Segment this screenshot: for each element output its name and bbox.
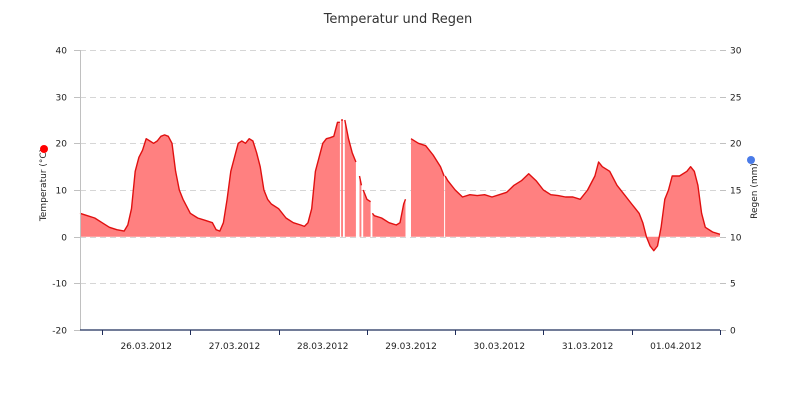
y-right-tick-label: 5	[730, 280, 736, 290]
y-right-tick-label: 0	[730, 327, 736, 337]
y-left-tick-label: -10	[52, 280, 67, 290]
temperature-area-fill	[341, 120, 343, 237]
y-left-tick-label: 10	[56, 187, 68, 197]
right-ticks: 0 5 10 15 20 25 30	[720, 47, 742, 337]
y-right-tick-label: 20	[730, 140, 742, 150]
axes-layer	[80, 50, 720, 331]
temperature-line	[362, 189, 371, 203]
y-right-tick-label: 25	[730, 94, 741, 104]
area-layer	[79, 119, 721, 252]
y-left-tick-label: 0	[61, 234, 67, 244]
x-tick-label: 30.03.2012	[474, 342, 526, 352]
x-tick-label: 26.03.2012	[120, 342, 172, 352]
temperature-area-fill	[372, 199, 406, 237]
x-ticks: 26.03.2012 27.03.2012 28.03.2012 29.03.2012…	[102, 330, 721, 352]
temperature-legend-marker	[40, 145, 48, 153]
x-tick-label: 31.03.2012	[562, 342, 614, 352]
temperature-area-fill	[344, 120, 356, 237]
y-right-label-group: Regen (mm)	[750, 163, 760, 219]
temperature-line	[79, 121, 340, 232]
temperature-area-fill	[80, 122, 340, 237]
y-right-tick-label: 30	[730, 47, 742, 57]
temperature-line	[410, 138, 445, 177]
y-left-axis-label: Temperatur (°C)	[39, 149, 49, 222]
y-left-tick-label: 40	[56, 47, 68, 57]
y-right-axis-label: Regen (mm)	[750, 163, 760, 219]
temperature-area-fill	[445, 162, 720, 251]
temperature-area-fill	[363, 190, 371, 237]
y-left-tick-label: 20	[56, 140, 68, 150]
y-left-tick-label: -20	[52, 327, 67, 337]
x-tick-label: 29.03.2012	[385, 342, 437, 352]
temperature-area-fill	[359, 176, 362, 237]
rain-legend-marker	[747, 156, 755, 164]
x-tick-label: 01.04.2012	[650, 342, 702, 352]
y-left-label-group: Temperatur (°C)	[39, 149, 49, 222]
temperature-line	[344, 119, 357, 163]
temperature-line	[371, 199, 407, 226]
chart-title: Temperatur und Regen	[323, 12, 473, 27]
y-right-tick-label: 10	[730, 234, 742, 244]
y-right-tick-label: 15	[730, 187, 741, 197]
x-tick-label: 28.03.2012	[297, 342, 349, 352]
temperature-line	[358, 175, 363, 186]
temperature-area-fill	[411, 138, 445, 237]
left-ticks: -20 -10 0 10 20 30 40	[52, 47, 80, 337]
x-tick-label: 27.03.2012	[209, 342, 261, 352]
grid-layer	[80, 50, 720, 284]
temperature-line	[444, 161, 721, 252]
y-left-tick-label: 30	[56, 94, 68, 104]
